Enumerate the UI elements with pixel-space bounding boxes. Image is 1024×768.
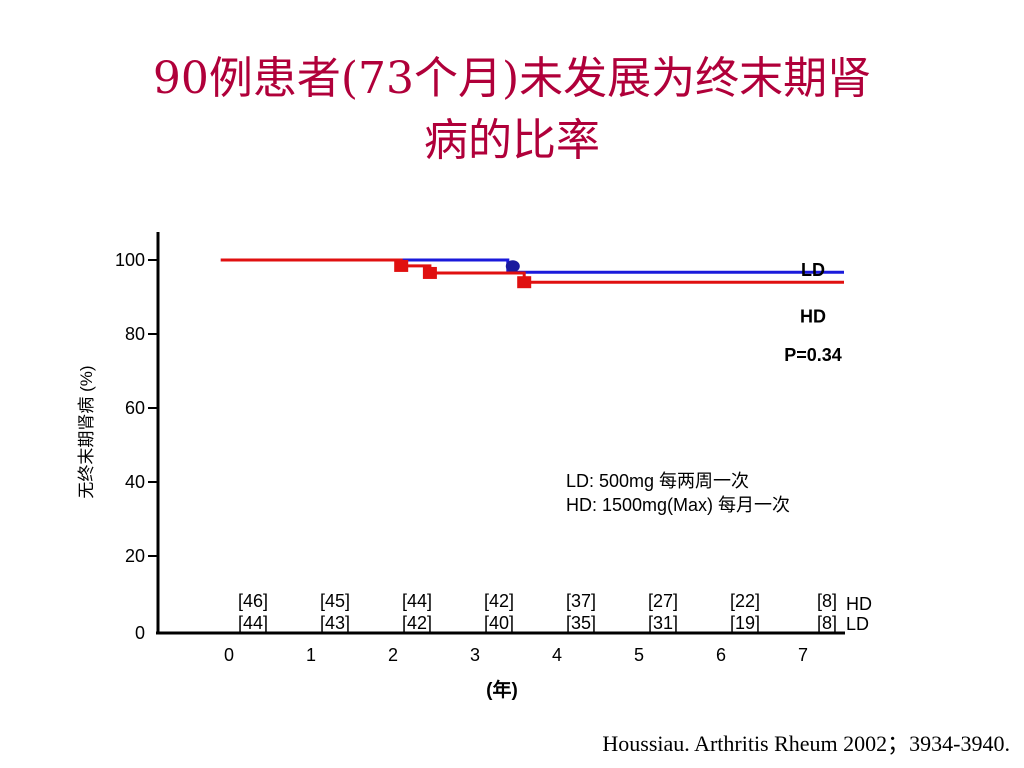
at-risk-row-label-hd: HD	[846, 594, 872, 614]
at-risk-hd-count: [22]	[730, 591, 760, 611]
x-tick-label: 7	[798, 645, 808, 665]
y-tick-label: 100	[115, 250, 145, 270]
y-tick-label: 20	[125, 546, 145, 566]
at-risk-hd-count: [8]	[817, 591, 837, 611]
slide-title-line-1: 90例患者(73个月)未发展为终末期肾	[152, 53, 872, 104]
censor-marker-hd	[422, 266, 437, 279]
censor-marker-ld	[505, 260, 520, 273]
at-risk-hd-count: [44]	[402, 591, 432, 611]
y-tick-label: 0	[135, 623, 145, 643]
at-risk-hd-count: [37]	[566, 591, 596, 611]
at-risk-hd-count: [45]	[320, 591, 350, 611]
x-tick-label: 6	[716, 645, 726, 665]
y-axis-title: 无终末期肾病 (%)	[77, 365, 96, 498]
censor-marker-hd	[394, 259, 409, 272]
at-risk-ld-count: [40]	[484, 613, 514, 633]
dose-legend-line: LD: 500mg 每两周一次	[566, 471, 749, 491]
censor-marker-hd	[517, 276, 532, 289]
y-tick-label: 40	[125, 472, 145, 492]
at-risk-ld-count: [19]	[730, 613, 760, 633]
at-risk-hd-count: [42]	[484, 591, 514, 611]
dose-legend-line: HD: 1500mg(Max) 每月一次	[566, 495, 790, 515]
at-risk-hd-count: [46]	[238, 591, 268, 611]
at-risk-hd-count: [27]	[648, 591, 678, 611]
at-risk-ld-count: [35]	[566, 613, 596, 633]
line-label-hd: HD	[800, 307, 826, 327]
line-label-ld: LD	[801, 260, 825, 280]
x-axis-title: (年)	[486, 678, 518, 701]
y-tick-label: 60	[125, 398, 145, 418]
slide-title: 90例患者(73个月)未发展为终末期肾 病的比率	[0, 48, 1024, 172]
at-risk-ld-count: [44]	[238, 613, 268, 633]
citation: Houssiau. Arthritis Rheum 2002；3934-3940…	[602, 731, 1010, 756]
at-risk-ld-count: [43]	[320, 613, 350, 633]
at-risk-ld-count: [8]	[817, 613, 837, 633]
at-risk-ld-count: [31]	[648, 613, 678, 633]
x-tick-label: 2	[388, 645, 398, 665]
x-tick-label: 3	[470, 645, 480, 665]
y-tick-label: 80	[125, 324, 145, 344]
x-tick-label: 1	[306, 645, 316, 665]
slide-title-line-2: 病的比率	[424, 115, 600, 166]
p-value-label: P=0.34	[784, 345, 842, 365]
at-risk-ld-count: [42]	[402, 613, 432, 633]
x-tick-label: 0	[224, 645, 234, 665]
x-tick-label: 4	[552, 645, 562, 665]
at-risk-row-label-ld: LD	[846, 614, 869, 634]
series-line-ld	[220, 258, 844, 274]
x-tick-label: 5	[634, 645, 644, 665]
